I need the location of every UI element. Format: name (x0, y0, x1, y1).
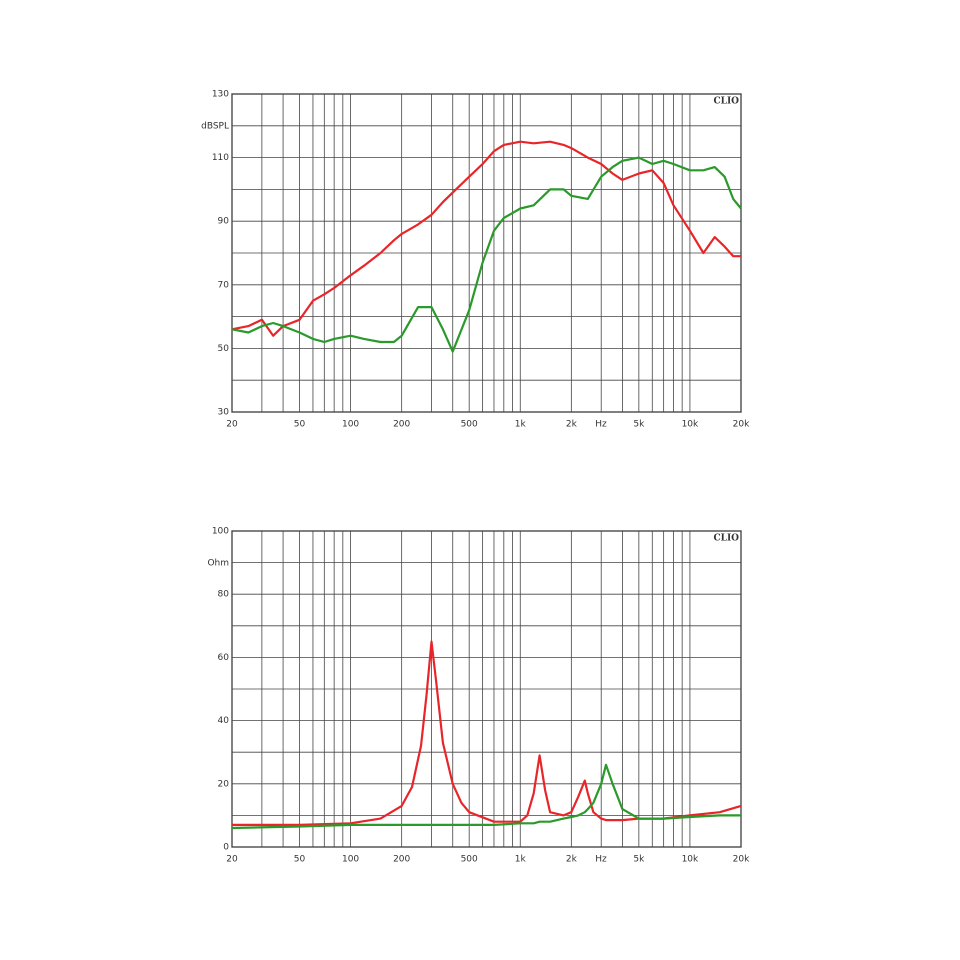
y-tick-label: 100 (212, 527, 229, 537)
y-tick-label: 0 (223, 843, 229, 853)
x-tick-label: 20 (226, 420, 238, 430)
brand: CLIO (713, 97, 739, 107)
y-tick-label: 40 (218, 716, 230, 726)
series-line (231, 156, 742, 353)
x-tick-label: 5k (633, 420, 645, 430)
y-axis-label: dBSPL (201, 122, 229, 132)
series-line (232, 640, 742, 826)
x-tick-label: 1k (515, 420, 527, 430)
x-tick-label: 1k (515, 855, 527, 865)
y-tick-label: 110 (212, 153, 229, 163)
x-tick-label: 100 (342, 420, 359, 430)
y-tick-label: 20 (218, 779, 230, 789)
x-tick-label: 20k (733, 420, 750, 430)
series-line (231, 140, 741, 337)
x-axis-label: Hz (595, 855, 607, 865)
y-tick-label: 90 (218, 217, 230, 227)
x-tick-label: 100 (342, 855, 359, 865)
x-tick-label: 500 (461, 420, 478, 430)
y-axis-label: Ohm (207, 559, 229, 569)
brand: CLIO (713, 534, 739, 544)
x-tick-label: 200 (393, 420, 410, 430)
x-tick-label: 200 (393, 855, 410, 865)
y-tick-label: 80 (218, 590, 230, 600)
y-tick-label: 30 (218, 408, 230, 418)
x-tick-label: 50 (294, 855, 306, 865)
x-tick-label: 10k (682, 420, 699, 430)
x-tick-label: 10k (682, 855, 699, 865)
y-tick-label: 130 (212, 90, 229, 100)
x-tick-label: 2k (566, 855, 578, 865)
x-tick-label: 500 (461, 855, 478, 865)
y-tick-label: 70 (218, 280, 230, 290)
x-axis-label: Hz (595, 420, 607, 430)
x-tick-label: 2k (566, 420, 578, 430)
x-tick-label: 50 (294, 420, 306, 430)
y-tick-label: 60 (218, 653, 230, 663)
x-tick-label: 5k (633, 855, 645, 865)
y-tick-label: 50 (218, 344, 230, 354)
series-line (231, 763, 741, 830)
x-tick-label: 20 (226, 855, 238, 865)
x-tick-label: 20k (733, 855, 750, 865)
